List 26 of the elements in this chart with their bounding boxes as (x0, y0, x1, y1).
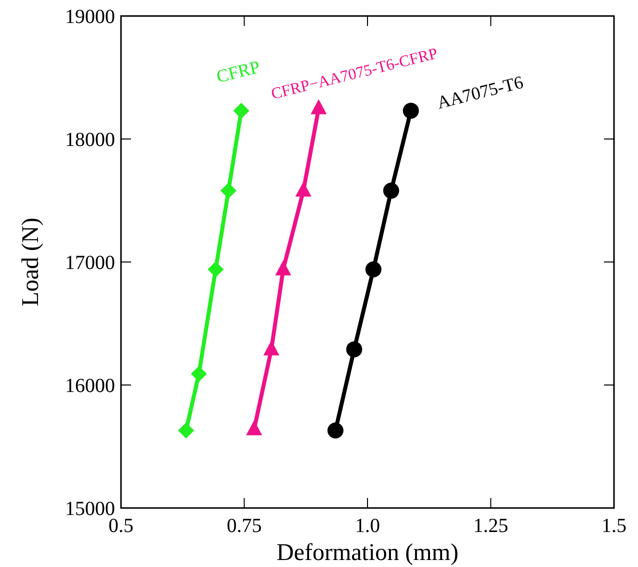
point (295, 182, 312, 197)
point (383, 182, 400, 199)
y-tick-label: 16000 (65, 375, 115, 397)
point (178, 422, 194, 439)
y-tick-label: 19000 (65, 6, 115, 28)
text: CFRP (214, 56, 262, 87)
point (263, 340, 280, 356)
y-tick-label: 18000 (65, 129, 115, 151)
x-tick-label: 1.5 (602, 515, 626, 537)
point (275, 260, 292, 276)
point (246, 420, 262, 436)
point (365, 261, 382, 278)
point (190, 366, 207, 382)
x-tick-label: 0.75 (226, 515, 262, 537)
x-tick-label: 1.25 (473, 515, 508, 537)
point (220, 182, 236, 199)
x-axis-title: Deformation (mm) (276, 540, 458, 566)
point (233, 102, 250, 119)
point (208, 261, 224, 278)
point (402, 102, 419, 119)
point (346, 341, 362, 358)
y-axis-title: Load (N) (18, 218, 44, 306)
x-tick-label: 1.0 (355, 515, 380, 537)
y-tick-label: 17000 (65, 252, 115, 274)
point (310, 99, 327, 114)
point (327, 422, 344, 439)
